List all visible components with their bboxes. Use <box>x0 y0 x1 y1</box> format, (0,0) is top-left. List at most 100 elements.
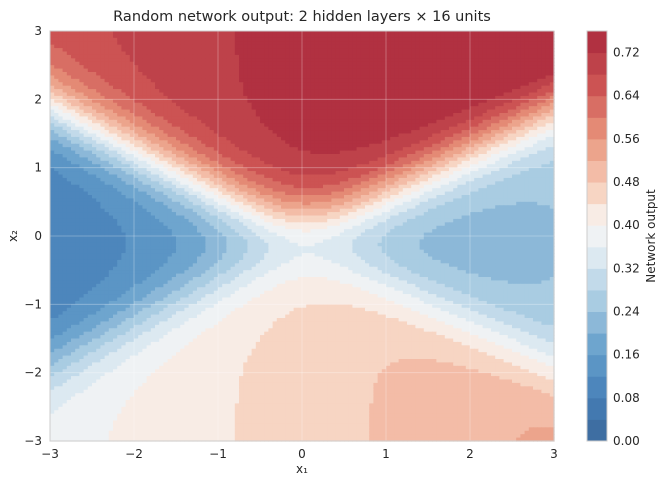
contour-cell <box>138 92 143 97</box>
contour-cell <box>239 95 244 100</box>
contour-cell <box>537 136 542 141</box>
contour-cell <box>155 126 160 131</box>
contour-cell <box>318 140 324 145</box>
contour-cell <box>432 78 437 83</box>
contour-cell <box>96 41 101 46</box>
contour-cell <box>108 44 114 49</box>
contour-cell <box>268 123 274 128</box>
contour-cell <box>407 140 412 145</box>
contour-cell <box>302 154 307 159</box>
contour-cell <box>461 41 467 46</box>
contour-cell <box>75 102 80 107</box>
contour-cell <box>449 136 454 141</box>
contour-cell <box>268 37 274 42</box>
contour-cell <box>230 41 236 46</box>
contour-cell <box>478 72 484 77</box>
contour-cell <box>142 160 148 165</box>
contour-cell <box>545 51 551 56</box>
contour-cell <box>331 75 337 80</box>
contour-cell <box>276 92 282 97</box>
contour-cell <box>289 44 295 49</box>
contour-cell <box>264 72 269 77</box>
contour-cell <box>146 31 152 36</box>
contour-cell <box>159 72 164 77</box>
contour-cell <box>79 72 85 77</box>
contour-cell <box>356 140 362 145</box>
contour-cell <box>323 95 328 100</box>
contour-cell <box>323 143 328 148</box>
contour-cell <box>58 41 64 46</box>
contour-cell <box>276 136 282 141</box>
contour-cell <box>524 113 530 118</box>
contour-cell <box>516 85 521 90</box>
contour-cell <box>470 160 475 165</box>
contour-cell <box>125 113 131 118</box>
contour-cell <box>390 150 395 155</box>
contour-cell <box>104 51 110 56</box>
contour-cell <box>255 113 261 118</box>
contour-cell <box>444 34 450 39</box>
contour-cell <box>108 143 114 148</box>
contour-cell <box>104 147 110 152</box>
contour-cell <box>180 106 185 111</box>
contour-cell <box>117 116 122 121</box>
contour-cell <box>66 147 72 152</box>
contour-cell <box>117 160 122 165</box>
contour-cell <box>491 61 496 66</box>
contour-cell <box>260 143 265 148</box>
contour-cell <box>461 106 467 111</box>
contour-cell <box>138 61 143 66</box>
contour-cell <box>415 37 421 42</box>
contour-cell <box>352 54 358 59</box>
contour-cell <box>394 119 400 124</box>
contour-cell <box>432 65 437 70</box>
contour-cell <box>180 147 185 152</box>
contour-cell <box>113 167 118 172</box>
contour-cell <box>327 44 332 49</box>
contour-cell <box>58 99 64 104</box>
contour-cell <box>302 99 307 104</box>
contour-cell <box>369 58 374 63</box>
contour-cell <box>381 34 387 39</box>
contour-cell <box>528 95 534 100</box>
contour-cell <box>457 136 463 141</box>
contour-cell <box>146 37 152 42</box>
contour-cell <box>507 48 513 53</box>
contour-cell <box>230 48 236 53</box>
contour-cell <box>188 75 194 80</box>
contour-cell <box>66 171 72 176</box>
contour-cell <box>159 92 164 97</box>
contour-cell <box>339 72 345 77</box>
contour-cell <box>180 143 185 148</box>
contour-cell <box>365 157 370 162</box>
contour-cell <box>293 68 299 73</box>
contour-cell <box>167 167 173 172</box>
contour-cell <box>226 116 232 121</box>
contour-cell <box>356 95 362 100</box>
contour-cell <box>453 61 458 66</box>
contour-cell <box>239 31 244 36</box>
contour-cell <box>360 102 366 107</box>
contour-cell <box>415 116 421 121</box>
contour-cell <box>230 143 236 148</box>
contour-cell <box>339 58 345 63</box>
contour-cell <box>192 89 198 94</box>
contour-cell <box>549 167 555 172</box>
contour-cell <box>453 116 458 121</box>
contour-cell <box>176 68 181 73</box>
contour-cell <box>222 48 227 53</box>
contour-cell <box>440 85 446 90</box>
contour-cell <box>230 106 236 111</box>
contour-cell <box>432 119 437 124</box>
contour-cell <box>113 123 118 128</box>
contour-cell <box>423 133 429 138</box>
contour-cell <box>411 31 416 36</box>
contour-cell <box>264 157 269 162</box>
contour-cell <box>100 72 106 77</box>
contour-cell <box>159 147 164 152</box>
contour-cell <box>171 102 177 107</box>
contour-cell <box>255 109 261 114</box>
contour-cell <box>323 126 328 131</box>
contour-cell <box>440 72 446 77</box>
contour-cell <box>293 143 299 148</box>
